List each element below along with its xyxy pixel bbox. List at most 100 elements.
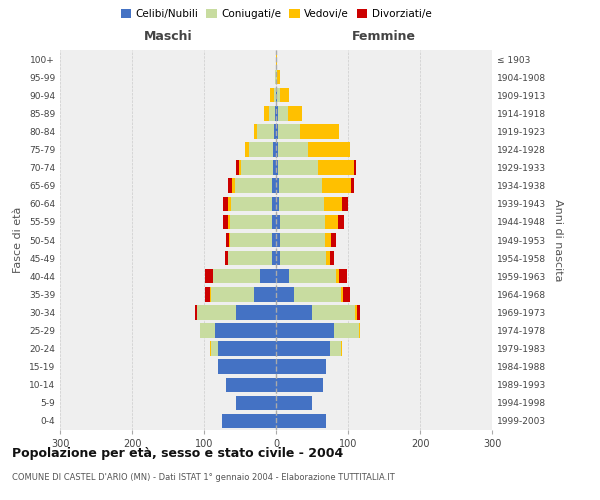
Text: Maschi: Maschi (143, 30, 193, 43)
Bar (279, 178, 322, 193)
Bar (211, 342, 218, 356)
Bar (210, 342, 211, 356)
Bar (338, 214, 344, 229)
Bar (270, 88, 274, 102)
Bar (278, 160, 318, 175)
Bar (276, 269, 289, 283)
Bar (275, 106, 276, 120)
Y-axis label: Anni di nascita: Anni di nascita (553, 198, 563, 281)
Bar (229, 233, 230, 247)
Bar (276, 233, 280, 247)
Bar (276, 52, 277, 66)
Bar (276, 160, 278, 175)
Bar (276, 178, 279, 193)
Bar (280, 88, 289, 102)
Bar (276, 124, 278, 138)
Bar (211, 287, 254, 302)
Bar (236, 305, 276, 320)
Bar (287, 106, 302, 120)
Bar (215, 323, 276, 338)
Bar (300, 124, 340, 138)
Bar (340, 269, 347, 283)
Bar (272, 214, 276, 229)
Bar (276, 342, 330, 356)
Bar (359, 323, 360, 338)
Bar (229, 196, 230, 211)
Bar (278, 142, 308, 157)
Bar (276, 378, 323, 392)
Bar (194, 305, 197, 320)
Bar (276, 142, 278, 157)
Bar (330, 342, 341, 356)
Bar (355, 305, 356, 320)
Bar (276, 323, 334, 338)
Bar (276, 287, 294, 302)
Bar (235, 178, 272, 193)
Bar (226, 233, 229, 247)
Bar (274, 88, 276, 102)
Bar (351, 178, 355, 193)
Bar (269, 106, 275, 120)
Bar (341, 287, 343, 302)
Bar (214, 269, 260, 283)
Bar (230, 196, 272, 211)
Bar (312, 305, 355, 320)
Bar (326, 251, 330, 266)
Bar (275, 70, 276, 84)
Bar (218, 342, 276, 356)
Bar (222, 414, 276, 428)
Bar (277, 70, 280, 84)
Bar (228, 251, 229, 266)
Text: Femmine: Femmine (352, 30, 416, 43)
Bar (325, 233, 331, 247)
Bar (230, 214, 272, 229)
Bar (272, 251, 276, 266)
Bar (226, 378, 276, 392)
Bar (322, 178, 351, 193)
Bar (229, 214, 230, 229)
Legend: Celibi/Nubili, Coniugati/e, Vedovi/e, Divorziati/e: Celibi/Nubili, Coniugati/e, Vedovi/e, Di… (116, 5, 436, 24)
Bar (274, 124, 276, 138)
Bar (276, 251, 280, 266)
Bar (273, 142, 276, 157)
Bar (257, 124, 274, 138)
Bar (223, 214, 229, 229)
Bar (280, 233, 325, 247)
Bar (229, 251, 272, 266)
Bar (318, 160, 354, 175)
Bar (334, 323, 359, 338)
Text: Popolazione per età, sesso e stato civile - 2004: Popolazione per età, sesso e stato civil… (12, 448, 343, 460)
Bar (264, 106, 269, 120)
Bar (212, 269, 214, 283)
Bar (280, 214, 325, 229)
Text: COMUNE DI CASTEL D'ARIO (MN) - Dati ISTAT 1° gennaio 2004 - Elaborazione TUTTITA: COMUNE DI CASTEL D'ARIO (MN) - Dati ISTA… (12, 472, 395, 482)
Bar (254, 124, 257, 138)
Bar (343, 287, 350, 302)
Bar (260, 269, 276, 283)
Bar (278, 124, 300, 138)
Bar (225, 251, 228, 266)
Bar (254, 287, 276, 302)
Y-axis label: Fasce di età: Fasce di età (13, 207, 23, 273)
Bar (354, 160, 356, 175)
Bar (324, 196, 342, 211)
Bar (230, 233, 272, 247)
Bar (276, 414, 326, 428)
Bar (280, 251, 326, 266)
Bar (325, 214, 338, 229)
Bar (276, 360, 326, 374)
Bar (236, 396, 276, 410)
Bar (276, 396, 312, 410)
Bar (200, 323, 215, 338)
Bar (223, 196, 229, 211)
Bar (197, 305, 236, 320)
Bar (289, 269, 336, 283)
Bar (239, 160, 241, 175)
Bar (277, 88, 280, 102)
Bar (229, 178, 232, 193)
Bar (330, 251, 334, 266)
Bar (205, 287, 211, 302)
Bar (294, 287, 341, 302)
Bar (276, 106, 278, 120)
Bar (272, 196, 276, 211)
